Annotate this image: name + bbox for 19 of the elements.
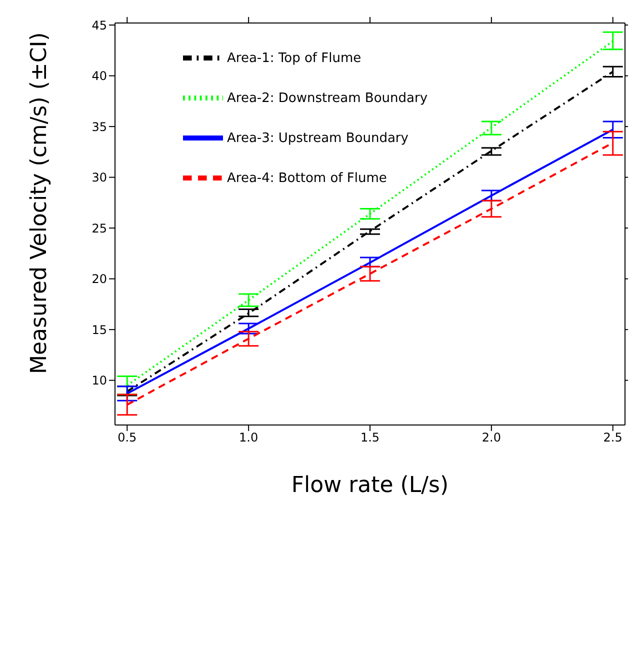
y-tick-label: 35 <box>92 120 107 134</box>
y-tick-label: 25 <box>92 221 107 236</box>
x-axis-title: Flow rate (L/s) <box>291 473 449 498</box>
x-tick-label: 1.0 <box>239 430 258 445</box>
x-tick-label: 2.5 <box>603 430 622 445</box>
y-tick-label: 40 <box>92 69 107 84</box>
x-tick-label: 0.5 <box>118 430 137 445</box>
y-axis-title: Measured Velocity (cm/s) (±CI) <box>26 32 52 374</box>
legend-label: Area-2: Downstream Boundary <box>227 91 428 106</box>
y-tick-label: 15 <box>92 322 107 337</box>
y-tick-label: 30 <box>92 170 107 185</box>
y-tick-label: 45 <box>92 18 107 32</box>
y-tick-label: 10 <box>92 374 107 388</box>
legend-label: Area-4: Bottom of Flume <box>227 171 387 186</box>
y-tick-label: 20 <box>92 272 107 286</box>
x-tick-label: 1.5 <box>360 430 380 445</box>
legend-label: Area-3: Upstream Boundary <box>227 131 408 146</box>
x-tick-label: 2.0 <box>482 430 501 445</box>
legend-label: Area-1: Top of Flume <box>227 51 362 66</box>
